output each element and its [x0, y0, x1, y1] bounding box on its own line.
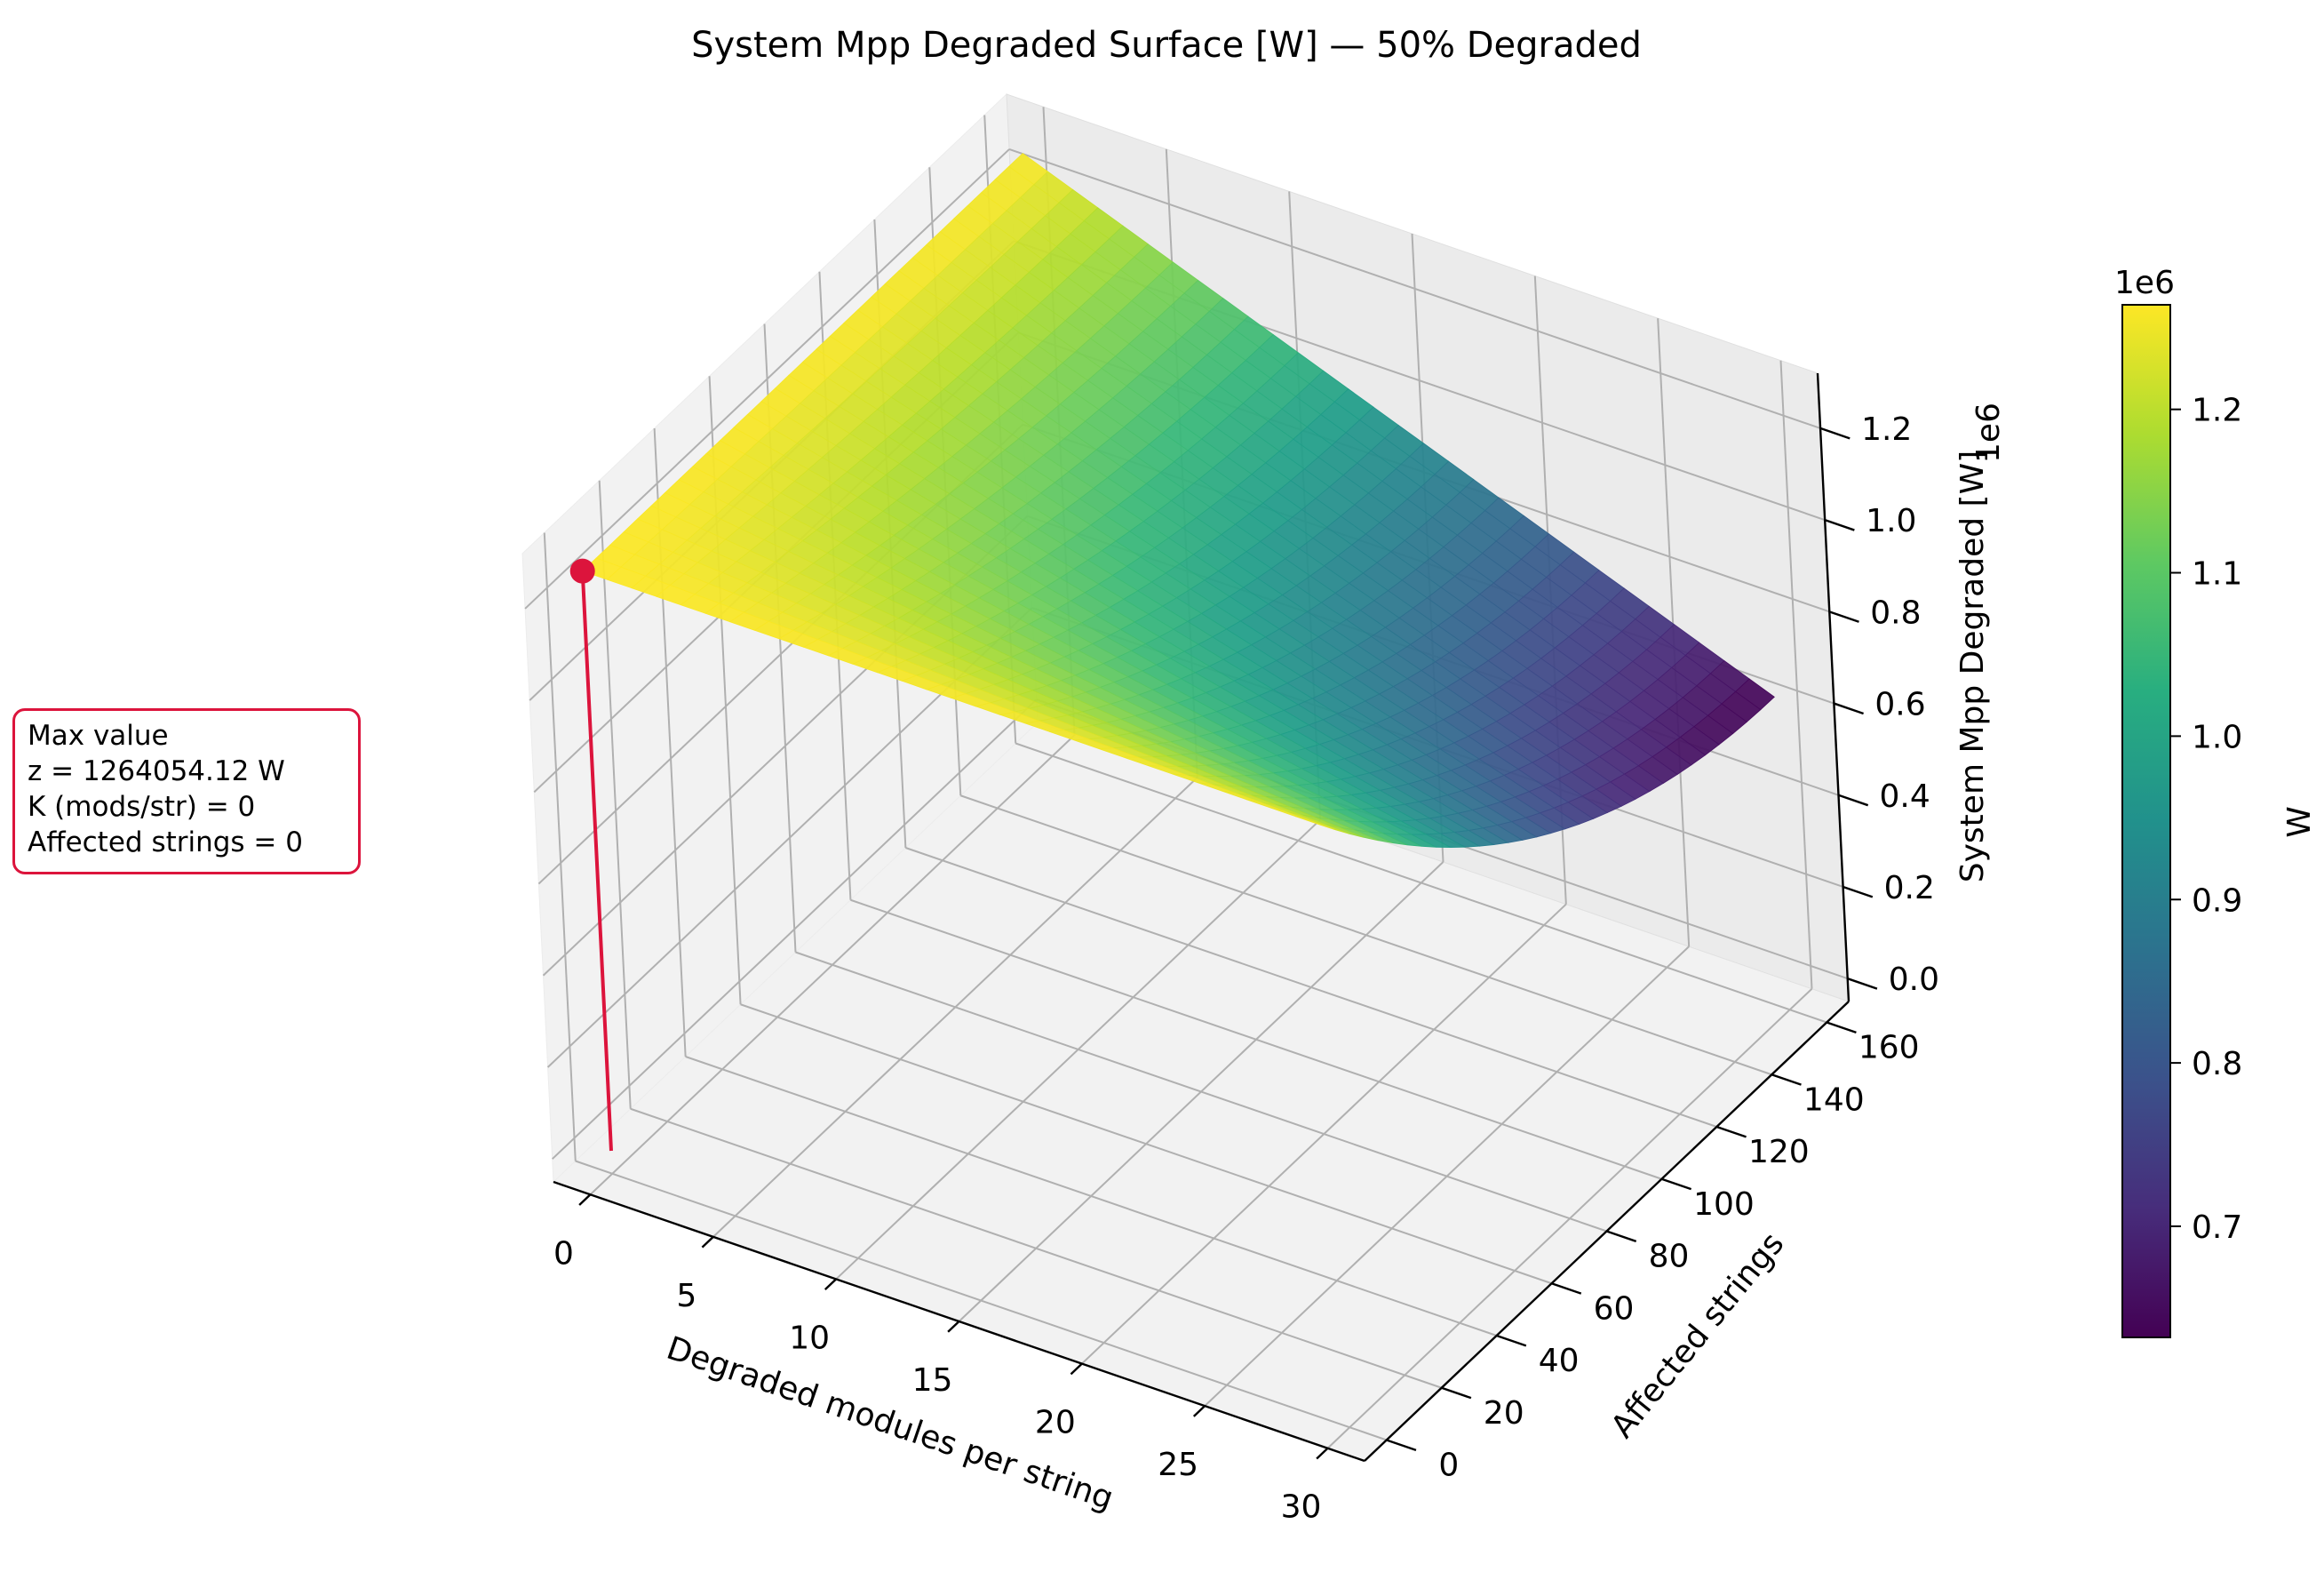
colorbar-tick-label: 1.1: [2192, 556, 2242, 593]
grid-line: [905, 847, 1717, 1128]
colorbar-label: W: [2281, 806, 2318, 838]
y-tick-label: 80: [1649, 1239, 1690, 1275]
z-tick-label: 1.2: [1861, 411, 1912, 448]
z-tick-label: 0.8: [1870, 594, 1921, 631]
surface-patch: [1294, 816, 1335, 830]
z-axis-label: System Mpp Degraded [W]: [1954, 451, 1991, 882]
grid-line: [740, 1003, 1552, 1285]
x-tick: [824, 1278, 837, 1291]
x-tick-label: 25: [1158, 1447, 1198, 1483]
y-tick: [1715, 1125, 1747, 1138]
x-tick: [701, 1235, 714, 1249]
y-tick-label: 40: [1539, 1343, 1580, 1379]
y-tick: [1441, 1386, 1472, 1400]
x-tick: [1192, 1405, 1206, 1417]
y-tick-label: 60: [1594, 1290, 1635, 1327]
z-tick: [1834, 702, 1864, 715]
colorbar-tick-label: 1.2: [2192, 393, 2242, 429]
colorbar-tick-label: 0.9: [2192, 882, 2242, 919]
grid-line: [850, 898, 1662, 1180]
x-tick: [947, 1321, 960, 1333]
y-tick: [1551, 1282, 1582, 1295]
z-tick: [1819, 427, 1850, 440]
z-axis-line: [1816, 372, 1850, 1002]
max-stem-line: [580, 571, 613, 1152]
z-tick: [1828, 610, 1859, 623]
z-tick-label: 0.4: [1880, 778, 1930, 815]
max-value-annotation: Max value z = 1264054.12 W K (mods/str) …: [12, 708, 361, 874]
max-point-marker: [569, 558, 595, 584]
y-tick: [1771, 1073, 1802, 1086]
z-tick: [1847, 978, 1878, 990]
annotation-line-z: z = 1264054.12 W: [28, 755, 285, 787]
y-tick: [1496, 1334, 1527, 1347]
x-tick: [578, 1193, 592, 1206]
colorbar-tick-label: 1.0: [2192, 719, 2242, 755]
z-tick-label: 0.6: [1874, 687, 1925, 723]
y-tick: [1661, 1177, 1692, 1191]
x-tick: [1070, 1362, 1083, 1376]
x-tick-label: 0: [553, 1235, 574, 1272]
z-tick: [1842, 885, 1874, 898]
colorbar-offset-label: 1e6: [2114, 265, 2175, 301]
chart-title: System Mpp Degraded Surface [W] — 50% De…: [691, 25, 1642, 66]
z-tick-label: 0.2: [1884, 870, 1935, 906]
annotation-line-k: K (mods/str) = 0: [28, 791, 256, 823]
grid-line: [1015, 742, 1827, 1024]
y-tick-label: 100: [1693, 1186, 1755, 1223]
grid-line: [685, 1056, 1497, 1337]
y-tick-label: 160: [1858, 1030, 1920, 1066]
grid-line: [543, 532, 577, 1161]
grid-line: [1779, 360, 1813, 989]
colorbar-tick-label: 0.8: [2192, 1046, 2242, 1082]
y-tick: [1386, 1439, 1417, 1452]
max-marker: [569, 558, 595, 584]
z-tick: [1838, 794, 1869, 807]
grid-line: [552, 698, 1038, 1160]
x-tick: [1316, 1447, 1329, 1460]
annotation-line-title: Max value: [28, 720, 169, 752]
grid-line: [630, 1107, 1443, 1389]
y-axis-label: Affected strings: [1604, 1225, 1792, 1445]
y-tick-label: 20: [1484, 1395, 1524, 1432]
grid-line: [1008, 148, 1821, 429]
x-tick-label: 10: [789, 1320, 830, 1356]
x-tick-label: 5: [676, 1278, 696, 1314]
max-stem: [580, 571, 613, 1152]
x-tick-label: 15: [912, 1362, 953, 1399]
y-tick: [1606, 1230, 1637, 1243]
colorbar-tick-label: 0.7: [2192, 1209, 2242, 1246]
grid-line: [598, 480, 632, 1109]
colorbar-ticks: 0.7 0.8 0.9 1.0 1.1 1.2: [2170, 393, 2242, 1246]
surface: [581, 153, 1775, 849]
grid-line: [959, 794, 1772, 1076]
annotation-line-strings: Affected strings = 0: [28, 826, 303, 858]
y-tick-label: 0: [1438, 1448, 1459, 1484]
z-tick: [1824, 519, 1855, 531]
z-tick-label: 1.0: [1866, 503, 1916, 539]
grid-line: [524, 148, 1010, 610]
x-tick-label: 20: [1035, 1405, 1076, 1441]
y-tick: [1826, 1021, 1857, 1034]
grid-line: [795, 951, 1607, 1233]
y-tick-label: 120: [1748, 1134, 1810, 1170]
x-tick-label: 30: [1281, 1489, 1322, 1526]
colorbar: [2121, 304, 2171, 1338]
grid-line: [575, 1160, 1388, 1441]
z-tick-label: 0.0: [1889, 962, 1939, 998]
y-tick-label: 140: [1803, 1081, 1865, 1118]
z-axis-offset-label: 1e6: [1970, 403, 2007, 463]
